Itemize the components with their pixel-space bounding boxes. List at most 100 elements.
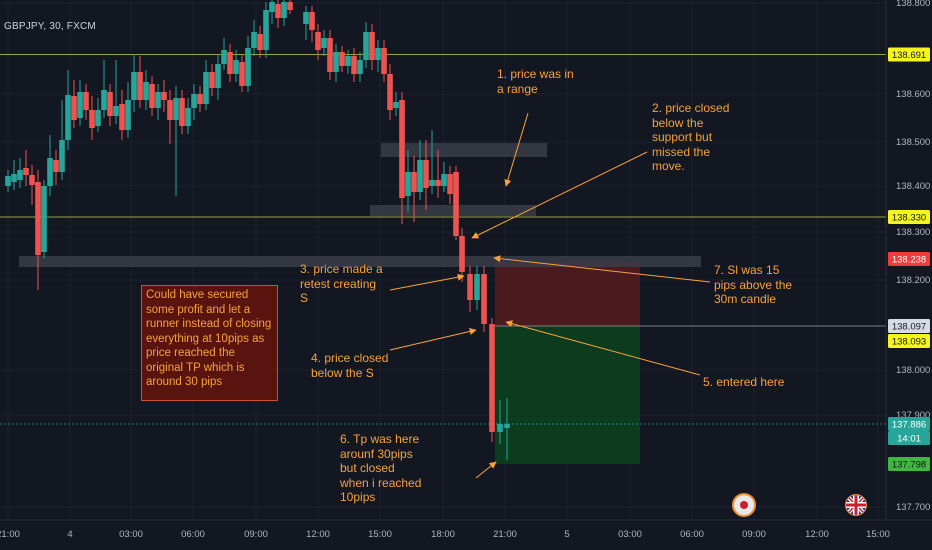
candle	[351, 48, 357, 82]
candle	[375, 40, 381, 72]
note-1: 1. price was in a range	[497, 67, 574, 96]
candle	[399, 92, 405, 224]
candle	[239, 54, 245, 92]
candle	[327, 30, 333, 80]
candle	[59, 100, 65, 180]
price-tick: 138.500	[896, 137, 930, 148]
candle	[275, 0, 281, 28]
candle	[41, 180, 47, 258]
note-5: 5. entered here	[703, 375, 785, 389]
candle	[137, 56, 143, 108]
candle	[23, 150, 29, 186]
candle	[89, 96, 95, 140]
event-badge-icon[interactable]	[732, 490, 772, 519]
price-tick: 138.400	[896, 181, 930, 192]
candle	[143, 70, 149, 110]
candle	[65, 70, 71, 150]
price-badge: 137.798	[888, 457, 930, 471]
candles	[5, 0, 510, 460]
candle	[5, 170, 11, 192]
candle	[191, 84, 197, 120]
candle	[489, 318, 495, 442]
candle	[83, 84, 89, 120]
candle	[441, 162, 447, 192]
range-rectangles	[19, 143, 701, 267]
price-badge: 138.238	[888, 252, 930, 266]
time-tick: 12:00	[805, 529, 829, 540]
candle	[467, 266, 473, 312]
time-tick: 09:00	[244, 529, 268, 540]
time-tick: 15:00	[368, 529, 392, 540]
candle	[435, 150, 441, 198]
time-tick: 03:00	[618, 529, 642, 540]
candle	[125, 82, 131, 138]
time-tick: 09:00	[742, 529, 766, 540]
candle	[245, 36, 251, 92]
candle	[95, 98, 101, 132]
price-badge: 14:01	[888, 431, 930, 445]
price-badge: 137.886	[888, 417, 930, 431]
candle	[185, 98, 191, 134]
candle	[357, 52, 363, 82]
candle	[233, 50, 239, 82]
time-tick: 21:00	[0, 529, 20, 540]
candle	[369, 24, 375, 70]
candle	[417, 140, 423, 200]
candle	[203, 60, 209, 110]
level-lines	[0, 54, 886, 425]
svg-text:138.691: 138.691	[892, 50, 926, 61]
candle	[387, 64, 393, 120]
candle	[257, 26, 263, 58]
candle	[17, 158, 23, 188]
note-7: 7. Sl was 15 pips above the 30m candle	[714, 263, 793, 306]
price-tick: 137.900	[896, 410, 930, 421]
candle	[107, 84, 113, 126]
candle	[149, 76, 155, 116]
price-tick: 138.200	[896, 275, 930, 286]
price-badge: 138.691	[888, 47, 930, 62]
candle	[11, 160, 17, 190]
time-tick: 5	[564, 529, 569, 540]
candle	[381, 40, 387, 82]
candle	[251, 20, 257, 56]
uk-flag-icon[interactable]	[845, 490, 885, 519]
price-tick: 138.800	[896, 0, 930, 9]
candle	[459, 228, 465, 282]
note-6: 6. Tp was here arounf 30pips but closed …	[340, 432, 422, 504]
svg-text:14:01: 14:01	[897, 434, 921, 445]
candle	[309, 6, 315, 42]
symbol-label[interactable]: GBPJPY, 30, FXCM	[4, 21, 96, 32]
candle	[197, 86, 203, 112]
candle	[405, 150, 411, 212]
candle	[411, 156, 417, 222]
candle	[29, 165, 35, 205]
candle	[155, 84, 161, 120]
candle	[53, 150, 59, 185]
svg-text:138.097: 138.097	[892, 322, 926, 333]
candle	[303, 6, 309, 40]
svg-text:137.886: 137.886	[892, 420, 926, 431]
price-tick: 138.300	[896, 227, 930, 238]
price-tick: 138.000	[896, 365, 930, 376]
svg-text:138.238: 138.238	[892, 255, 926, 266]
price-axis[interactable]: 138.800 138.600 138.500 138.400 138.300 138.2…	[885, 0, 932, 520]
candle	[179, 90, 185, 134]
candle	[497, 400, 503, 444]
candle	[101, 60, 107, 118]
candle	[393, 92, 399, 116]
candle	[423, 140, 429, 210]
time-axis[interactable]: 21:00 4 03:00 06:00 09:00 12:00 15:00 18:00 21:0…	[0, 519, 932, 550]
svg-text:138.093: 138.093	[892, 337, 926, 348]
price-tick: 138.600	[896, 89, 930, 100]
candle	[287, 0, 293, 14]
time-tick: 4	[67, 529, 72, 540]
note-2: 2. price closed below the support but mi…	[652, 101, 730, 173]
candle	[47, 135, 53, 196]
candle	[429, 130, 435, 194]
candle	[321, 30, 327, 56]
note-3: 3. price made a retest creating S	[300, 262, 383, 305]
price-tick: 137.700	[896, 502, 930, 513]
candle	[339, 46, 345, 72]
candle	[345, 50, 351, 74]
